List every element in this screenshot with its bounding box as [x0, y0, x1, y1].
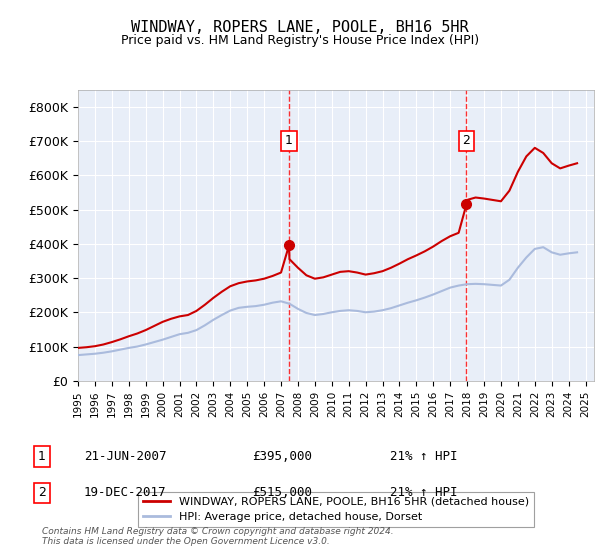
Text: 21% ↑ HPI: 21% ↑ HPI	[390, 450, 458, 463]
Text: Price paid vs. HM Land Registry's House Price Index (HPI): Price paid vs. HM Land Registry's House …	[121, 34, 479, 46]
Text: 2: 2	[38, 486, 46, 500]
Text: 21% ↑ HPI: 21% ↑ HPI	[390, 486, 458, 500]
Text: 21-JUN-2007: 21-JUN-2007	[84, 450, 167, 463]
Text: 19-DEC-2017: 19-DEC-2017	[84, 486, 167, 500]
Text: WINDWAY, ROPERS LANE, POOLE, BH16 5HR: WINDWAY, ROPERS LANE, POOLE, BH16 5HR	[131, 20, 469, 35]
Legend: WINDWAY, ROPERS LANE, POOLE, BH16 5HR (detached house), HPI: Average price, deta: WINDWAY, ROPERS LANE, POOLE, BH16 5HR (d…	[138, 492, 534, 526]
Text: 1: 1	[285, 134, 293, 147]
Text: Contains HM Land Registry data © Crown copyright and database right 2024.
This d: Contains HM Land Registry data © Crown c…	[42, 526, 394, 546]
Text: 1: 1	[38, 450, 46, 463]
Text: £515,000: £515,000	[252, 486, 312, 500]
Text: 2: 2	[463, 134, 470, 147]
Text: £395,000: £395,000	[252, 450, 312, 463]
